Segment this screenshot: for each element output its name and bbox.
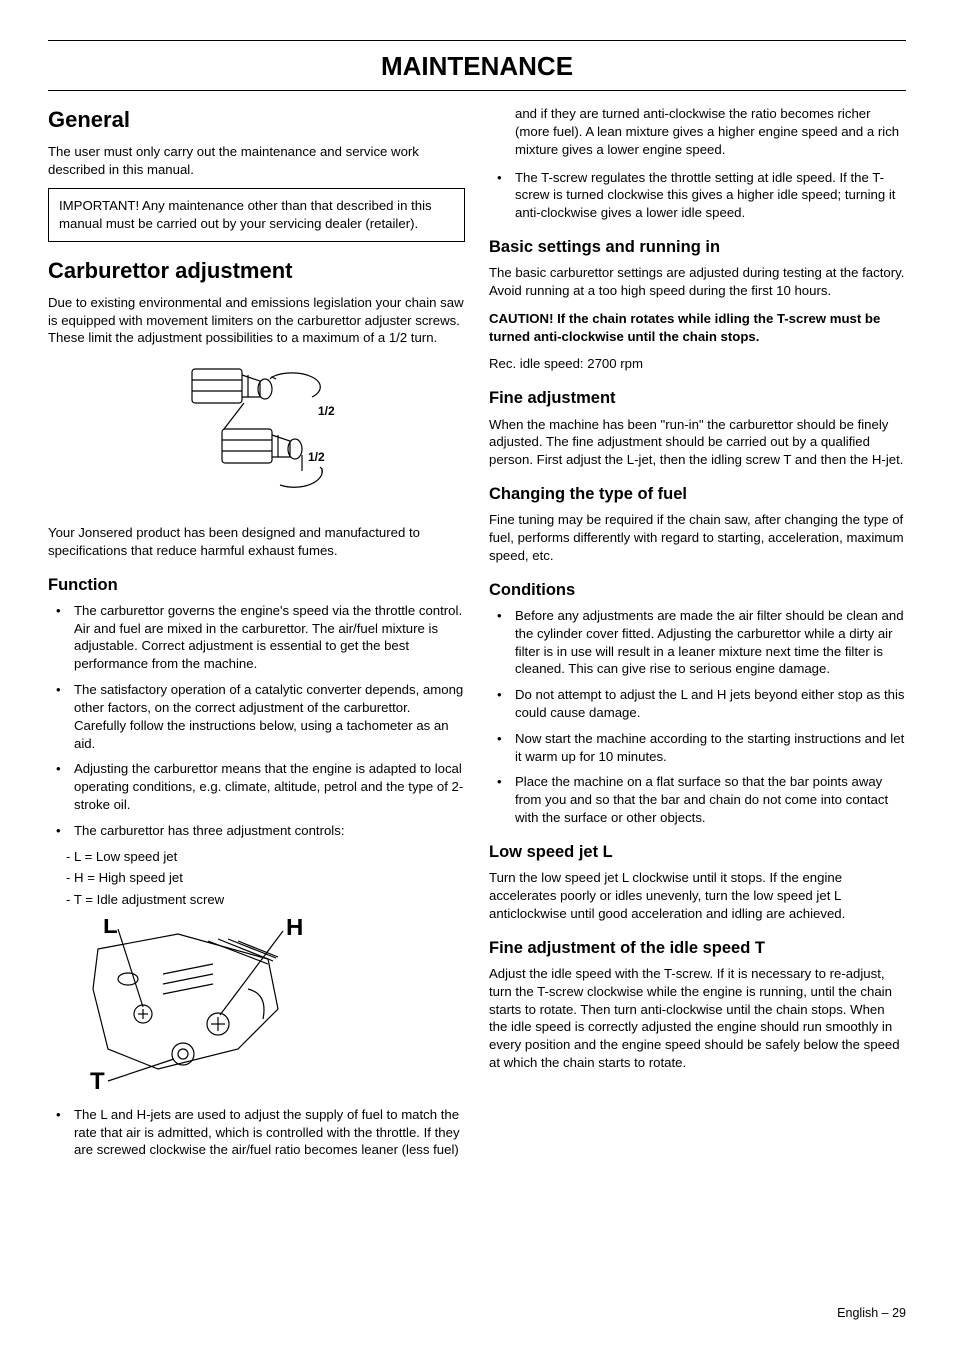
figure-half-turn: 1/2 1/2 [48,357,465,512]
footer-lang: English [837,1306,878,1320]
list-item: The L and H-jets are used to adjust the … [48,1106,465,1159]
heading-general: General [48,105,465,135]
content-columns: General The user must only carry out the… [48,99,906,1167]
fig-label-H: H [286,919,303,941]
caution-text: CAUTION! If the chain rotates while idli… [489,310,906,346]
para: Fine tuning may be required if the chain… [489,511,906,564]
list-item: Place the machine on a flat surface so t… [489,773,906,826]
important-box: IMPORTANT! Any maintenance other than th… [48,188,465,242]
list-item: - L = Low speed jet [48,848,465,866]
heading-conditions: Conditions [489,579,906,601]
list-item: The carburettor governs the engine's spe… [48,602,465,673]
right-column: and if they are turned anti-clockwise th… [489,99,906,1167]
heading-idle-speed-t: Fine adjustment of the idle speed T [489,937,906,959]
list-item: The carburettor has three adjustment con… [48,822,465,840]
function-list: The carburettor governs the engine's spe… [48,602,465,840]
left-column: General The user must only carry out the… [48,99,465,1167]
fig-label-T: T [90,1068,105,1089]
list-item: The T-screw regulates the throttle setti… [489,169,906,222]
heading-carburettor: Carburettor adjustment [48,256,465,286]
function-list-2: The L and H-jets are used to adjust the … [48,1106,465,1159]
list-item: - T = Idle adjustment screw [48,891,465,909]
para: Your Jonsered product has been designed … [48,524,465,560]
list-item: Before any adjustments are made the air … [489,607,906,678]
list-item: - H = High speed jet [48,869,465,887]
heading-changing-fuel: Changing the type of fuel [489,483,906,505]
list-item: Do not attempt to adjust the L and H jet… [489,686,906,722]
heading-basic-settings: Basic settings and running in [489,236,906,258]
para: Turn the low speed jet L clockwise until… [489,869,906,922]
para: Rec. idle speed: 2700 rpm [489,355,906,373]
para: and if they are turned anti-clockwise th… [489,105,906,158]
fig-label: 1/2 [308,450,325,464]
heading-fine-adjustment: Fine adjustment [489,387,906,409]
heading-function: Function [48,574,465,596]
para: The basic carburettor settings are adjus… [489,264,906,300]
list-item: Now start the machine according to the s… [489,730,906,766]
page-title: MAINTENANCE [48,40,906,91]
para: The user must only carry out the mainten… [48,143,465,179]
para: Adjust the idle speed with the T-screw. … [489,965,906,1072]
para: When the machine has been "run-in" the c… [489,416,906,469]
fig-label-L: L [103,919,118,939]
figure-lht: L H T [48,919,465,1094]
footer-page: 29 [892,1306,906,1320]
page-footer: English – 29 [837,1305,906,1322]
right-list-1: The T-screw regulates the throttle setti… [489,169,906,222]
jet-list: - L = Low speed jet - H = High speed jet… [48,848,465,909]
footer-dash: – [882,1306,889,1320]
list-item: The satisfactory operation of a catalyti… [48,681,465,752]
fig-label: 1/2 [318,404,335,418]
heading-low-speed-jet: Low speed jet L [489,841,906,863]
conditions-list: Before any adjustments are made the air … [489,607,906,827]
para: Due to existing environmental and emissi… [48,294,465,347]
list-item: Adjusting the carburettor means that the… [48,760,465,813]
